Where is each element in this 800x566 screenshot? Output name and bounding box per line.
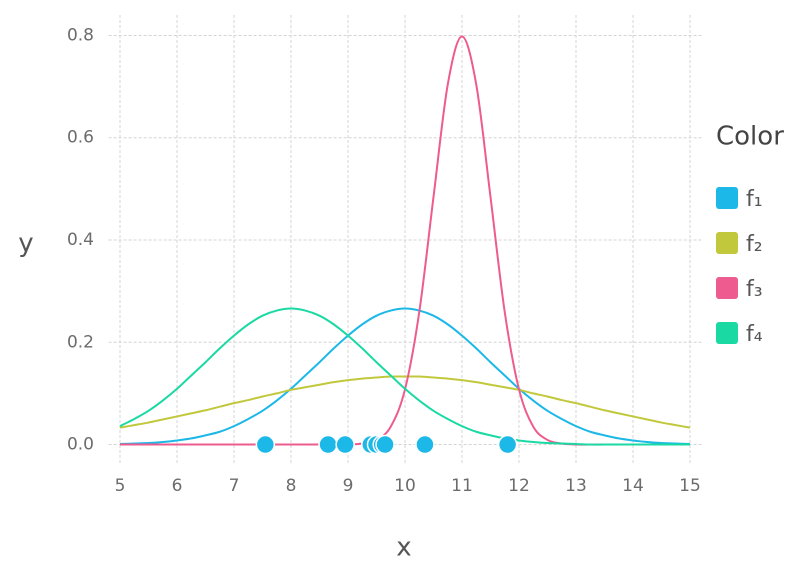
y-tick-label: 0.4	[67, 230, 94, 250]
x-tick-label: 13	[565, 476, 587, 496]
x-tick-label: 5	[115, 476, 126, 496]
x-tick-label: 11	[451, 476, 473, 496]
legend-label: f₂	[746, 232, 763, 257]
x-tick-label: 8	[286, 476, 297, 496]
y-axis-label: y	[18, 229, 33, 259]
legend-swatch	[716, 277, 738, 299]
legend-label: f₁	[746, 187, 763, 212]
curve	[119, 307, 691, 446]
x-tick-label: 9	[343, 476, 354, 496]
legend-swatch	[716, 232, 738, 254]
legend-label: f₃	[746, 277, 763, 302]
point	[335, 434, 355, 455]
x-axis-label: x	[396, 533, 411, 563]
curve	[119, 307, 690, 446]
x-tick-label: 15	[679, 476, 701, 496]
legend-swatch	[716, 187, 738, 209]
y-tick-label: 0.8	[67, 25, 94, 45]
point	[375, 434, 395, 455]
point	[255, 434, 276, 455]
y-tick-label: 0.6	[67, 128, 94, 148]
y-tick-label: 0.2	[67, 332, 94, 352]
legend-title: Color	[716, 122, 784, 152]
point	[497, 434, 518, 455]
curve	[119, 375, 691, 429]
point	[318, 434, 338, 455]
x-tick-label: 12	[508, 476, 530, 496]
x-tick-label: 10	[394, 476, 416, 496]
legend-label: f₄	[746, 322, 763, 347]
x-tick-label: 6	[172, 476, 183, 496]
point	[415, 434, 435, 455]
x-tick-label: 7	[229, 476, 240, 496]
legend-swatch	[716, 322, 738, 344]
x-tick-label: 14	[622, 476, 644, 496]
y-tick-label: 0.0	[67, 435, 94, 455]
